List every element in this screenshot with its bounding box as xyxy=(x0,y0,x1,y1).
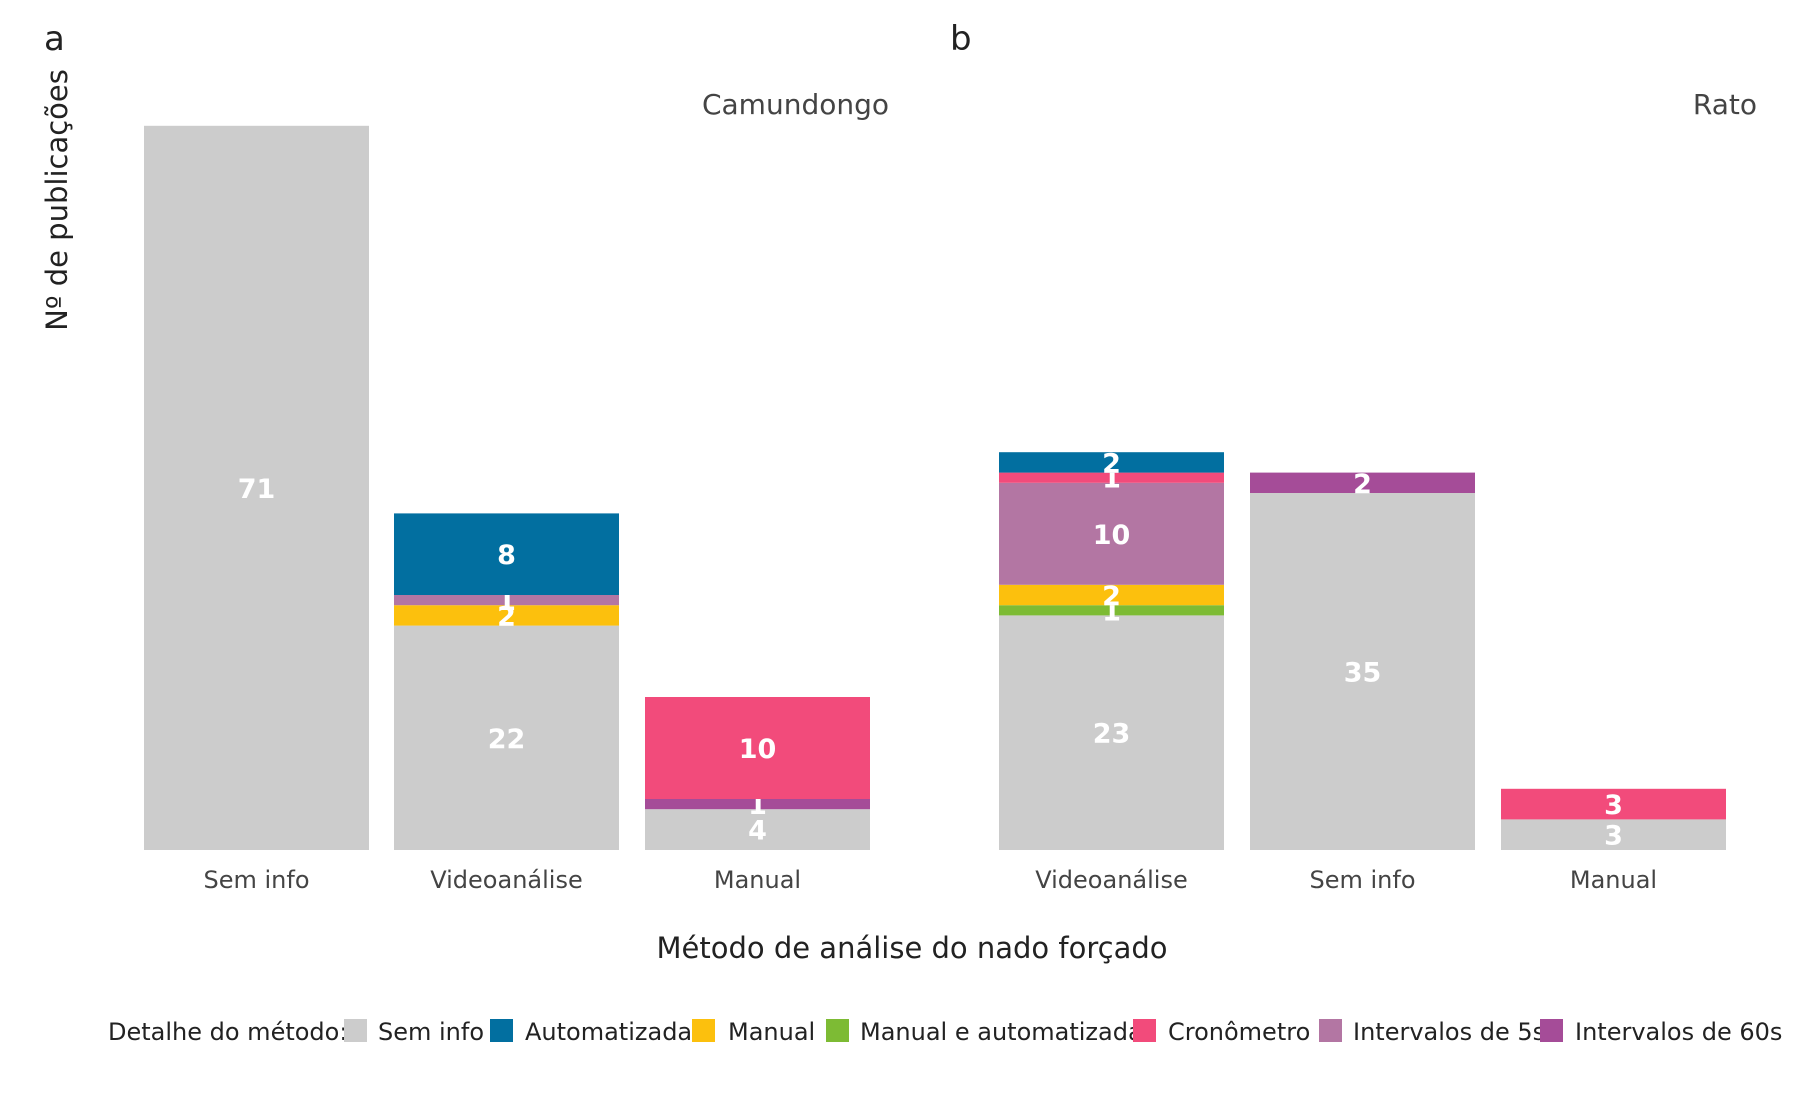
bar-segment-automatizada xyxy=(394,513,619,595)
bar-segment-sem-info xyxy=(999,615,1224,850)
legend-swatch xyxy=(826,1019,849,1042)
bar-segment-automatizada xyxy=(999,452,1224,473)
bar-value-label: 3 xyxy=(1604,821,1623,852)
legend-label: Intervalos de 60s xyxy=(1575,1018,1782,1046)
bar-value-label: 10 xyxy=(739,734,777,765)
bar-segment-manual-e-automatizada xyxy=(999,605,1224,616)
facet-title: Rato xyxy=(1693,88,1757,121)
legend-label: Intervalos de 5s xyxy=(1353,1018,1545,1046)
panel-letter-a: a xyxy=(44,19,65,59)
x-axis-title: Método de análise do nado forçado xyxy=(656,931,1167,965)
bar-value-label: 22 xyxy=(488,724,526,755)
bar-value-label: 2 xyxy=(1102,581,1121,612)
bar-segment-cronometro xyxy=(999,472,1224,483)
x-tick-label: Sem info xyxy=(203,866,309,894)
legend: Detalhe do método: Sem info Automatizada Ma… xyxy=(108,1018,1782,1046)
bar-value-label: 2 xyxy=(1102,448,1121,479)
legend-swatch xyxy=(490,1019,513,1042)
legend-item-automatizada: Automatizada xyxy=(490,1018,692,1046)
legend-item-manual: Manual xyxy=(692,1018,815,1046)
legend-title: Detalhe do método: xyxy=(108,1018,347,1046)
x-tick-label: Sem info xyxy=(1309,866,1415,894)
bar-segment-intervalos-de-60s xyxy=(1250,472,1475,493)
legend-item-intervalos-de-5s: Intervalos de 5s xyxy=(1319,1018,1545,1046)
facet-title: Camundongo xyxy=(702,88,889,121)
legend-label: Manual xyxy=(728,1018,815,1046)
bar-segment-cronometro xyxy=(1501,788,1726,820)
legend-swatch xyxy=(1319,1019,1342,1042)
x-tick-label: Manual xyxy=(714,866,801,894)
legend-label: Manual e automatizada xyxy=(860,1018,1143,1046)
bar-segment-sem-info xyxy=(1501,819,1726,850)
bar-segment-sem-info xyxy=(1250,493,1475,850)
legend-label: Automatizada xyxy=(525,1018,692,1046)
panel-letter-b: b xyxy=(950,19,972,59)
bar-value-label: 35 xyxy=(1344,658,1382,689)
bar-value-label: 8 xyxy=(497,540,516,571)
bar-segment-cronometro xyxy=(645,697,870,799)
bar-value-label: 2 xyxy=(1353,469,1372,500)
x-tick-label: Manual xyxy=(1570,866,1657,894)
bar-segment-manual xyxy=(999,584,1224,606)
legend-swatch xyxy=(1133,1019,1156,1042)
legend-item-cronometro: Cronômetro xyxy=(1133,1018,1310,1046)
legend-swatch xyxy=(1540,1019,1563,1042)
bar-value-label: 71 xyxy=(238,474,276,505)
x-tick-label: Videoanálise xyxy=(430,866,582,894)
y-axis-title: Nº de publicações xyxy=(40,69,74,331)
bar-segment-sem-info xyxy=(394,625,619,850)
legend-swatch xyxy=(344,1019,367,1042)
legend-label: Sem info xyxy=(378,1018,484,1046)
bar-segment-sem-info xyxy=(144,125,369,851)
legend-item-manual-e-automatizada: Manual e automatizada xyxy=(826,1018,1143,1046)
bar-segment-manual xyxy=(394,605,619,626)
bar-value-label: 3 xyxy=(1604,790,1623,821)
x-tick-label: Videoanálise xyxy=(1035,866,1187,894)
legend-item-sem-info: Sem info xyxy=(344,1018,484,1046)
bar-value-label: 2 xyxy=(497,601,516,632)
bar-segment-intervalos-de-5s xyxy=(394,595,619,606)
legend-item-intervalos-de-60s: Intervalos de 60s xyxy=(1540,1018,1782,1046)
bar-segment-intervalos-de-5s xyxy=(999,482,1224,585)
bar-value-label: 10 xyxy=(1093,520,1131,551)
bar-value-label: 23 xyxy=(1093,719,1131,750)
bar-value-label: 4 xyxy=(748,816,767,847)
legend-label: Cronômetro xyxy=(1168,1018,1310,1046)
legend-swatch xyxy=(692,1019,715,1042)
bar-segment-sem-info xyxy=(645,809,870,850)
bar-segment-intervalos-de-60s xyxy=(645,799,870,810)
